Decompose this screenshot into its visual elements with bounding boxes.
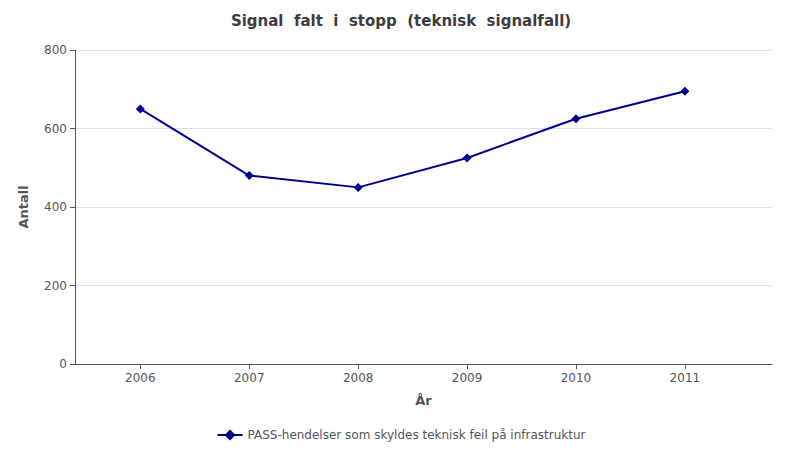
svg-text:0: 0 (59, 357, 67, 371)
svg-text:2011: 2011 (670, 371, 701, 385)
svg-text:PASS-hendelser som skyldes tek: PASS-hendelser som skyldes teknisk feil … (248, 428, 586, 442)
svg-text:Antall: Antall (16, 185, 31, 228)
svg-text:2009: 2009 (452, 371, 483, 385)
svg-text:2008: 2008 (343, 371, 374, 385)
svg-text:800: 800 (44, 43, 67, 57)
svg-text:2007: 2007 (234, 371, 265, 385)
svg-text:Signal falt i stopp (tekni: Signal falt i stopp (teknisk signalfall) (231, 12, 571, 30)
svg-text:2010: 2010 (561, 371, 592, 385)
svg-text:2006: 2006 (125, 371, 156, 385)
svg-text:400: 400 (44, 200, 67, 214)
svg-text:År: År (415, 393, 432, 408)
svg-text:200: 200 (44, 279, 67, 293)
svg-text:600: 600 (44, 122, 67, 136)
